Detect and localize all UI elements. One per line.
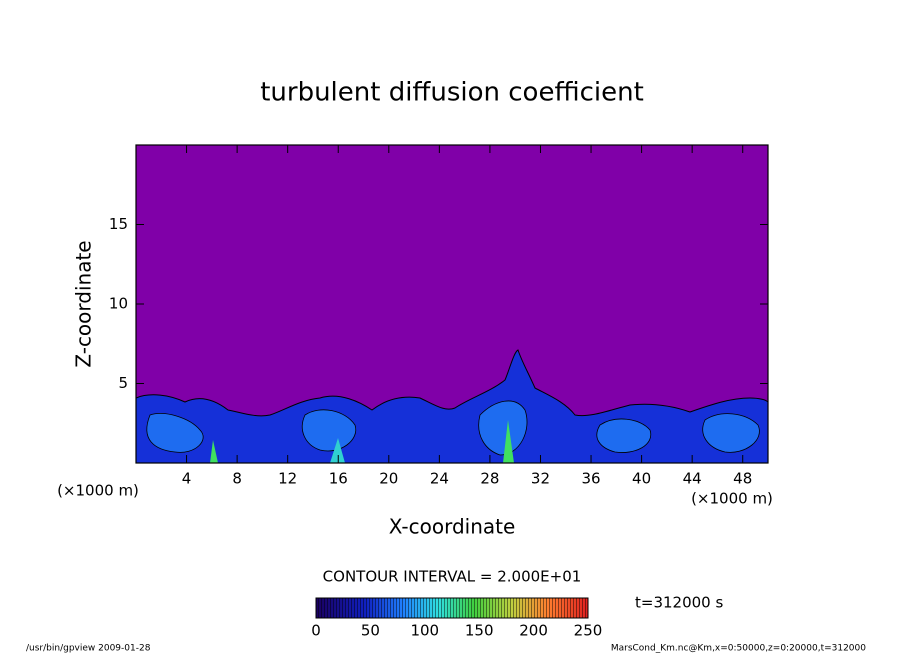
x-tick-label: 36 [581, 470, 600, 488]
x-tick-label: 44 [683, 470, 702, 488]
colorbar-tick-label: 100 [410, 622, 439, 640]
x-tick-label: 4 [182, 470, 192, 488]
time-label: t=312000 s [635, 594, 723, 612]
y-tick-label: 15 [109, 215, 128, 233]
colorbar-tick-label: 150 [465, 622, 494, 640]
x-tick-label: 8 [232, 470, 242, 488]
colorbar-tick-label: 50 [361, 622, 380, 640]
y-tick-label: 10 [109, 295, 128, 313]
x-tick-label: 32 [531, 470, 550, 488]
x-tick-label: 20 [379, 470, 398, 488]
contour-interval: CONTOUR INTERVAL = 2.000E+01 [323, 568, 582, 586]
x-tick-label: 24 [430, 470, 449, 488]
x-tick-label: 40 [632, 470, 651, 488]
colorbar-frame [315, 597, 589, 619]
contour-field [136, 145, 768, 463]
y-tick-label: 5 [118, 374, 128, 392]
x-tick-label: 48 [733, 470, 752, 488]
colorbar-tick-label: 200 [519, 622, 548, 640]
footer-left: /usr/bin/gpview 2009-01-28 [26, 644, 151, 654]
chart-title: turbulent diffusion coefficient [260, 78, 644, 108]
colorbar-tick-label: 0 [311, 622, 321, 640]
footer-right: MarsCond_Km.nc@Km,x=0:50000,z=0:20000,t=… [611, 644, 866, 654]
y-axis-label: Z-coordinate [72, 240, 96, 367]
x-tick-label: 12 [278, 470, 297, 488]
x-unit: (×1000 m) [691, 490, 773, 508]
colorbar-tick-label: 250 [574, 622, 603, 640]
y-unit: (×1000 m) [57, 482, 139, 500]
x-tick-label: 28 [480, 470, 499, 488]
x-axis-label: X-coordinate [389, 515, 516, 539]
x-tick-label: 16 [329, 470, 348, 488]
